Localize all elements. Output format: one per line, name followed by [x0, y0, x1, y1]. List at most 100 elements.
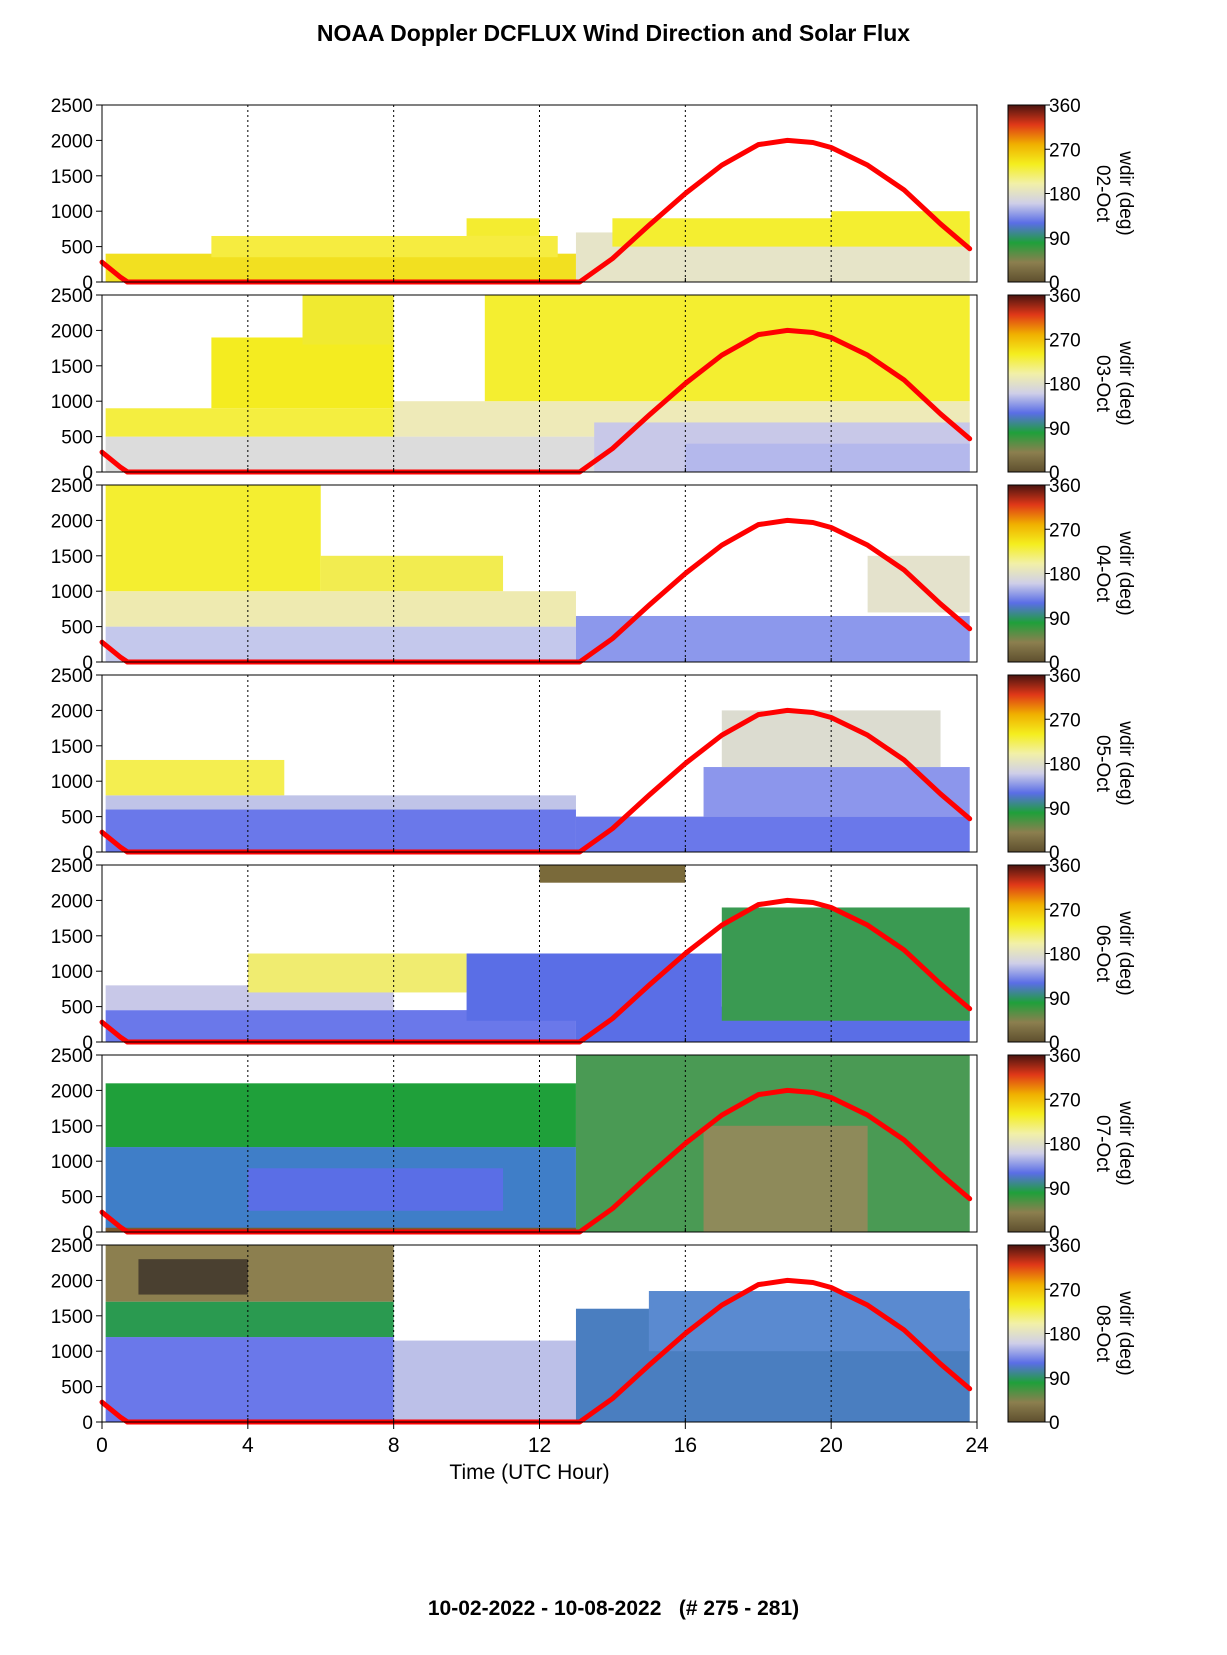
- y-tick-label: 1500: [51, 737, 93, 758]
- y-tick-label: 2500: [51, 1046, 93, 1067]
- colorbar: [1007, 674, 1046, 853]
- panel-07-oct: 0 500 1000 1500 2000 2500 0 90 180 270 360 wdir (de…: [51, 1046, 1136, 1244]
- wind-direction-cell: [703, 767, 970, 817]
- y-tick-label: 1500: [51, 1117, 93, 1138]
- wind-direction-cell: [105, 1083, 576, 1148]
- panel-05-oct: 0 500 1000 1500 2000 2500 0 90 180 270 360 wdir (de…: [51, 666, 1136, 864]
- panel-08-oct: 0 500 1000 1500 2000 2500 0 90 180 270 360 wdir (de…: [51, 1236, 1136, 1434]
- colorbar-tick-label: 360: [1049, 96, 1081, 117]
- y-tick-label: 500: [61, 238, 93, 259]
- y-tick-label: 2000: [51, 131, 93, 152]
- y-tick-label: 1000: [51, 202, 93, 223]
- panel-date-label: 05-Oct: [1092, 735, 1113, 793]
- colorbar-tick-label: 90: [1049, 229, 1070, 250]
- y-tick-label: 0: [82, 1413, 93, 1434]
- y-tick-label: 500: [61, 1188, 93, 1209]
- wind-direction-cell: [539, 865, 686, 883]
- colorbar-tick-label: 90: [1049, 609, 1070, 630]
- wind-direction-cell: [105, 795, 576, 810]
- wind-direction-cell: [302, 295, 394, 345]
- colorbar-tick-label: 180: [1049, 945, 1081, 966]
- wind-direction-cell: [105, 809, 576, 852]
- colorbar-tick-label: 270: [1049, 330, 1081, 351]
- y-tick-label: 2500: [51, 856, 93, 877]
- wind-direction-cell: [105, 759, 285, 796]
- colorbar-tick-label: 90: [1049, 799, 1070, 820]
- colorbar-tick-label: 180: [1049, 1325, 1081, 1346]
- colorbar: [1007, 1054, 1046, 1233]
- panel-date-label: 08-Oct: [1092, 1305, 1113, 1363]
- wind-direction-cell: [484, 295, 970, 402]
- colorbar-tick-label: 0: [1049, 653, 1060, 674]
- colorbar: [1007, 864, 1046, 1043]
- panel-03-oct: 0 500 1000 1500 2000 2500 0 90 180 270 360 wdir (de…: [51, 286, 1136, 484]
- wind-direction-cell: [105, 253, 576, 282]
- panel-date-label: 06-Oct: [1092, 925, 1113, 983]
- x-tick-label: 4: [242, 1434, 254, 1457]
- panel-date-label: 07-Oct: [1092, 1115, 1113, 1173]
- colorbar: [1007, 1244, 1046, 1423]
- wind-direction-cell: [105, 591, 576, 627]
- colorbar-tick-label: 180: [1049, 565, 1081, 586]
- colorbar: [1007, 484, 1046, 663]
- colorbar-tick-label: 270: [1049, 900, 1081, 921]
- y-tick-label: 2000: [51, 321, 93, 342]
- colorbar-tick-label: 90: [1049, 1369, 1070, 1390]
- wind-direction-cell: [247, 953, 467, 993]
- y-tick-label: 500: [61, 618, 93, 639]
- colorbar-tick-label: 270: [1049, 710, 1081, 731]
- footer-date-range: 10-02-2022 - 10-08-2022 (# 275 - 281): [427, 1597, 800, 1620]
- wind-direction-cell: [466, 218, 540, 236]
- y-tick-label: 1500: [51, 927, 93, 948]
- colorbar-tick-label: 360: [1049, 286, 1081, 307]
- wind-direction-cell: [105, 408, 394, 437]
- colorbar-label: wdir (deg): [1115, 1100, 1136, 1185]
- colorbar-tick-label: 360: [1049, 476, 1081, 497]
- colorbar-label: wdir (deg): [1115, 910, 1136, 995]
- y-tick-label: 1000: [51, 1342, 93, 1363]
- y-tick-label: 500: [61, 1378, 93, 1399]
- x-tick-label: 16: [674, 1434, 697, 1457]
- panel-06-oct: 0 500 1000 1500 2000 2500 0 90 180 270 360 wdir (de…: [51, 856, 1136, 1054]
- colorbar-label: wdir (deg): [1115, 1290, 1136, 1375]
- colorbar-tick-label: 180: [1049, 1135, 1081, 1156]
- panel-02-oct: 0 500 1000 1500 2000 2500 0 90 180 270 360 wdir (de…: [51, 96, 1136, 294]
- y-tick-label: 500: [61, 808, 93, 829]
- y-tick-label: 1000: [51, 962, 93, 983]
- colorbar-tick-label: 270: [1049, 520, 1081, 541]
- colorbar-tick-label: 180: [1049, 375, 1081, 396]
- y-tick-label: 0: [82, 463, 93, 484]
- wind-direction-cell: [393, 1340, 576, 1422]
- wind-direction-cell: [247, 1168, 504, 1211]
- wind-direction-cell: [105, 1337, 394, 1422]
- wind-direction-cell: [105, 485, 321, 592]
- colorbar-label: wdir (deg): [1115, 340, 1136, 425]
- colorbar-tick-label: 90: [1049, 1179, 1070, 1200]
- wind-direction-cell: [138, 1259, 248, 1295]
- colorbar-tick-label: 0: [1049, 463, 1060, 484]
- y-tick-label: 2500: [51, 666, 93, 687]
- colorbar-label: wdir (deg): [1115, 530, 1136, 615]
- wind-direction-cell: [320, 555, 504, 592]
- y-tick-label: 1500: [51, 547, 93, 568]
- y-tick-label: 1000: [51, 1152, 93, 1173]
- colorbar: [1007, 294, 1046, 473]
- colorbar-tick-label: 90: [1049, 419, 1070, 440]
- colorbar-tick-label: 270: [1049, 1280, 1081, 1301]
- y-tick-label: 1500: [51, 1307, 93, 1328]
- wind-direction-cell: [721, 907, 970, 1021]
- y-tick-label: 2000: [51, 511, 93, 532]
- panel-date-label: 03-Oct: [1092, 355, 1113, 413]
- y-tick-label: 0: [82, 843, 93, 864]
- colorbar: [1007, 104, 1046, 283]
- colorbar-tick-label: 0: [1049, 1033, 1060, 1054]
- wind-direction-cell: [211, 337, 394, 409]
- y-tick-label: 1000: [51, 582, 93, 603]
- y-tick-label: 500: [61, 428, 93, 449]
- panel-04-oct: 0 500 1000 1500 2000 2500 0 90 180 270 360 wdir (de…: [51, 476, 1136, 674]
- y-tick-label: 1000: [51, 392, 93, 413]
- colorbar-tick-label: 90: [1049, 989, 1070, 1010]
- x-tick-label: 8: [388, 1434, 400, 1457]
- y-tick-label: 0: [82, 653, 93, 674]
- y-tick-label: 2000: [51, 1271, 93, 1292]
